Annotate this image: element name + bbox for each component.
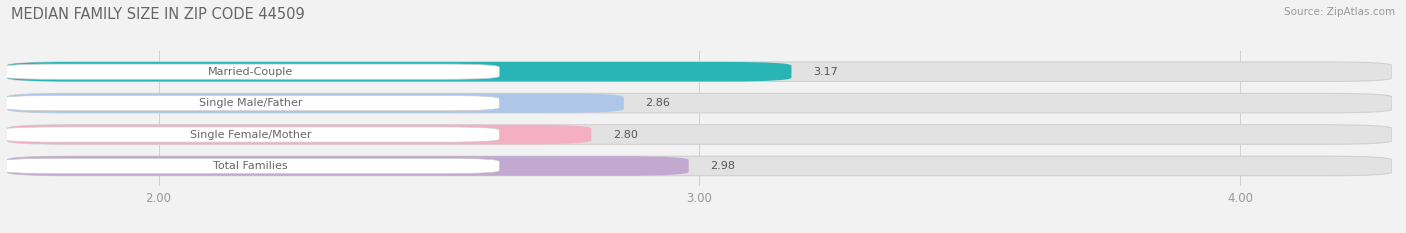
Text: 2.80: 2.80 bbox=[613, 130, 638, 140]
FancyBboxPatch shape bbox=[7, 62, 792, 81]
FancyBboxPatch shape bbox=[7, 93, 624, 113]
Text: Source: ZipAtlas.com: Source: ZipAtlas.com bbox=[1284, 7, 1395, 17]
FancyBboxPatch shape bbox=[7, 125, 592, 144]
FancyBboxPatch shape bbox=[7, 156, 1392, 176]
Text: Total Families: Total Families bbox=[214, 161, 288, 171]
Text: 2.86: 2.86 bbox=[645, 98, 671, 108]
Text: MEDIAN FAMILY SIZE IN ZIP CODE 44509: MEDIAN FAMILY SIZE IN ZIP CODE 44509 bbox=[11, 7, 305, 22]
FancyBboxPatch shape bbox=[7, 125, 1392, 144]
Text: Single Male/Father: Single Male/Father bbox=[198, 98, 302, 108]
FancyBboxPatch shape bbox=[7, 62, 1392, 81]
FancyBboxPatch shape bbox=[7, 93, 1392, 113]
Text: Single Female/Mother: Single Female/Mother bbox=[190, 130, 311, 140]
Text: 3.17: 3.17 bbox=[813, 67, 838, 77]
Text: 2.98: 2.98 bbox=[710, 161, 735, 171]
FancyBboxPatch shape bbox=[1, 127, 499, 142]
FancyBboxPatch shape bbox=[1, 96, 499, 111]
FancyBboxPatch shape bbox=[1, 64, 499, 79]
FancyBboxPatch shape bbox=[1, 158, 499, 174]
Text: Married-Couple: Married-Couple bbox=[208, 67, 292, 77]
FancyBboxPatch shape bbox=[7, 156, 689, 176]
